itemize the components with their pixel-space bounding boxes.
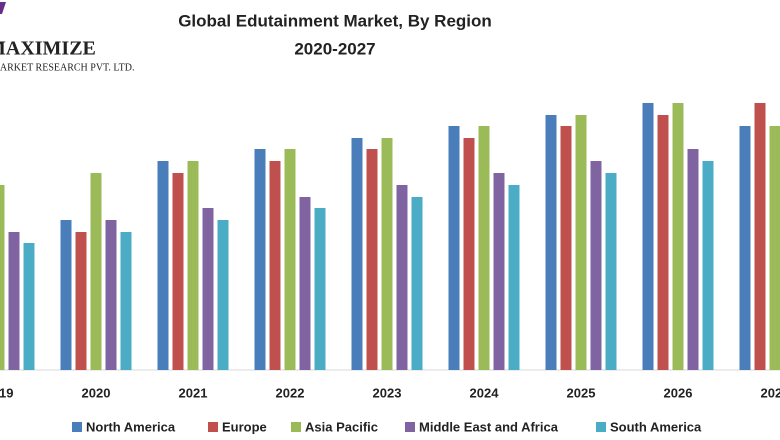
chart-title: Global Edutainment Market, By Region	[178, 11, 492, 30]
bar	[284, 149, 296, 370]
x-tick-label: 2026	[664, 385, 693, 400]
legend-label: South America	[610, 419, 702, 434]
bar	[657, 115, 669, 370]
bar	[366, 149, 378, 370]
bar	[314, 208, 326, 370]
legend-swatch	[72, 422, 82, 432]
x-tick-label: 2025	[567, 385, 596, 400]
bar	[605, 173, 617, 370]
bar	[269, 161, 281, 370]
bar	[702, 161, 714, 370]
bar	[545, 115, 557, 370]
bar	[157, 161, 169, 370]
bar	[396, 185, 408, 370]
bar	[60, 220, 72, 370]
bar	[254, 149, 266, 370]
bar	[478, 126, 490, 370]
bar	[172, 173, 184, 370]
bar	[448, 126, 460, 370]
bar	[642, 103, 654, 370]
bar	[75, 232, 87, 370]
x-tick-label: 2023	[373, 385, 402, 400]
logo-tagline: MARKET RESEARCH PVT. LTD.	[0, 62, 134, 73]
bar	[8, 232, 20, 370]
x-tick-label: 2020	[82, 385, 111, 400]
legend-swatch	[405, 422, 415, 432]
bar	[90, 173, 102, 370]
legend-swatch	[208, 422, 218, 432]
bar	[105, 220, 117, 370]
logo-icon	[0, 2, 6, 14]
bar	[739, 126, 751, 370]
bar	[187, 161, 199, 370]
bar	[769, 126, 780, 370]
bar	[23, 243, 35, 370]
legend-swatch	[596, 422, 606, 432]
legend-label: Europe	[222, 419, 267, 434]
bar	[590, 161, 602, 370]
bar	[351, 138, 363, 370]
x-tick-label: 2021	[179, 385, 208, 400]
bar	[381, 138, 393, 370]
bar	[754, 103, 766, 370]
bar	[508, 185, 520, 370]
bar	[217, 220, 229, 370]
x-tick-label: 2027	[761, 385, 780, 400]
bar	[687, 149, 699, 370]
chart-subtitle: 2020-2027	[294, 39, 375, 58]
legend-label: Middle East and Africa	[419, 419, 559, 434]
legend-label: Asia Pacific	[305, 419, 378, 434]
bar	[493, 173, 505, 370]
legend-label: North America	[86, 419, 176, 434]
bar	[0, 185, 5, 370]
x-tick-label: 2022	[276, 385, 305, 400]
legend-swatch	[291, 422, 301, 432]
bar	[411, 197, 423, 370]
x-tick-label: 2019	[0, 385, 13, 400]
x-tick-label: 2024	[470, 385, 500, 400]
bar	[299, 197, 311, 370]
logo-name: MAXIMIZE	[0, 38, 96, 60]
bar	[463, 138, 475, 370]
bar	[202, 208, 214, 370]
bar	[120, 232, 132, 370]
bar	[575, 115, 587, 370]
bar	[672, 103, 684, 370]
bar	[560, 126, 572, 370]
